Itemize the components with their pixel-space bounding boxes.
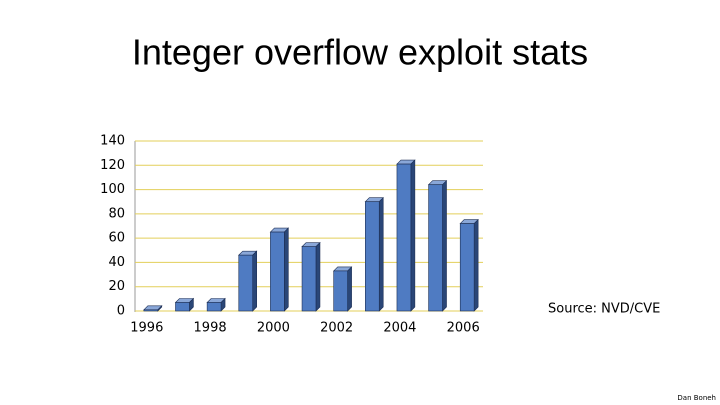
bar [175,302,190,312]
y-tick-label: 140 [100,134,125,149]
y-tick-label: 60 [108,231,125,246]
x-tick-label: 1998 [194,321,227,336]
bar [459,223,475,312]
bar [143,309,159,312]
x-tick-label: 2004 [383,321,416,336]
bar [270,231,285,312]
y-tick-label: 20 [108,279,125,294]
bar-side [315,241,321,312]
bar-side [473,218,479,312]
author: Dan Boneh [677,394,716,402]
bar [238,254,253,312]
bar [428,184,443,312]
y-tick-label: 0 [117,304,125,319]
x-tick-label: 2006 [447,321,480,336]
x-tick-label: 2002 [320,321,353,336]
bar-side [252,250,257,312]
bar-side [284,227,289,312]
slide-title: Integer overflow exploit stats [132,32,588,73]
bar [365,201,380,312]
bar-side [378,196,384,312]
x-tick-label: 2000 [257,321,290,336]
x-tick-label: 1996 [130,321,163,336]
y-tick-label: 120 [100,158,125,173]
bar [301,246,317,312]
y-tick-label: 40 [108,255,125,270]
y-tick-label: 80 [108,206,125,221]
bar [206,302,222,312]
source-note: Source: NVD/CVE [548,302,660,317]
bar-side [410,159,416,312]
bar-side [347,266,352,312]
bar [396,163,412,312]
bar [333,270,348,312]
bar-side [442,179,447,312]
y-tick-label: 100 [100,182,125,197]
